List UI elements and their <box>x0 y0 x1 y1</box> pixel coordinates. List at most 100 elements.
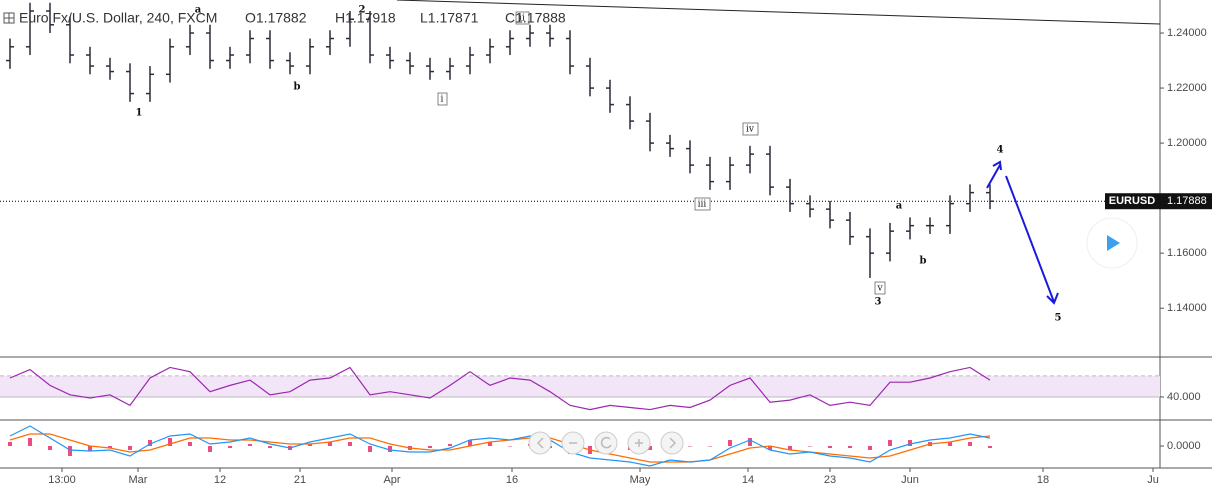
macd-histogram-bar <box>8 442 12 446</box>
trend-line <box>396 0 1161 25</box>
macd-histogram-bar <box>88 446 92 451</box>
macd-histogram-bar <box>108 446 112 448</box>
x-tick-label: 12 <box>214 474 226 486</box>
macd-histogram-bar <box>868 446 872 450</box>
price-label-bg <box>1160 193 1212 210</box>
macd-histogram-bar <box>488 442 492 446</box>
signal-line <box>9 433 991 463</box>
wave-labels: 1 a b 2 i ii iii iv v 3 a b 4 5 <box>136 5 1062 324</box>
ohlc-close: C1.17888 <box>505 10 566 26</box>
rsi-tick-label: 40.000 <box>1167 391 1201 403</box>
arrow-5 <box>1005 175 1055 303</box>
wave-box <box>694 197 711 211</box>
y-tick-label: 1.16000 <box>1167 247 1207 259</box>
wave-label: i <box>441 95 444 105</box>
symbol-label: EURUSD <box>1109 195 1156 207</box>
macd-histogram-bar <box>968 442 972 446</box>
macd-histogram-bar <box>248 444 252 446</box>
macd-histogram-bar <box>428 446 432 448</box>
x-tick-label: Apr <box>383 474 400 486</box>
macd-histogram-bar <box>28 438 32 446</box>
macd-histogram-bar <box>168 438 172 446</box>
play-button[interactable] <box>1086 217 1138 269</box>
rsi-line <box>9 366 991 411</box>
toolbar-icons <box>536 436 677 449</box>
macd-histogram-bar <box>388 446 392 452</box>
wave-label: a <box>195 5 202 16</box>
macd-histogram-bar <box>208 446 212 452</box>
macd-histogram-bar <box>948 442 952 446</box>
price-label: 1.17888 <box>1167 195 1207 207</box>
macd-histogram-bar <box>648 446 652 450</box>
macd-histogram-bar <box>228 446 232 448</box>
macd-histogram-bar <box>908 440 912 446</box>
scroll-right[interactable] <box>660 431 684 455</box>
symbol-label-bg <box>1105 193 1160 210</box>
macd-histogram-bar <box>788 446 792 450</box>
macd-histogram-bar <box>468 440 472 446</box>
macd-tick-label: 0.0000 <box>1167 440 1201 452</box>
wave-box <box>742 122 759 136</box>
x-tick-label: 16 <box>506 474 518 486</box>
wave-label: b <box>920 256 927 267</box>
macd-histogram-bar <box>448 444 452 446</box>
ohlc-high: H1.17918 <box>335 10 396 26</box>
ohlc-low: L1.17871 <box>420 10 479 26</box>
chart-title: Euro Fx/U.S. Dollar, 240, FXCM <box>19 10 217 26</box>
projection-arrows <box>986 160 1059 305</box>
y-tick-label: 1.14000 <box>1167 302 1207 314</box>
arrowhead <box>992 160 1002 171</box>
macd-line <box>9 425 991 467</box>
macd-histogram-bar <box>268 446 272 448</box>
macd-histogram-bar <box>688 446 692 447</box>
macd-histogram-bar <box>888 440 892 446</box>
rsi-band <box>0 375 1160 397</box>
wave-label: 5 <box>1055 313 1062 324</box>
wave-box <box>515 11 530 25</box>
y-tick-label: 1.20000 <box>1167 137 1207 149</box>
macd-histogram-bar <box>68 446 72 456</box>
x-tick-label: 14 <box>742 474 754 486</box>
ohlc-open: O1.17882 <box>245 10 307 26</box>
wave-label: 4 <box>997 145 1004 156</box>
play-icon <box>1107 235 1120 251</box>
macd-histogram-bar <box>368 446 372 452</box>
wave-label: 1 <box>136 108 143 119</box>
wave-boxes <box>437 11 886 295</box>
macd-histogram-bar <box>188 442 192 446</box>
x-tick-label: May <box>630 474 651 486</box>
arrow-4 <box>986 164 1001 189</box>
reset[interactable] <box>594 431 618 455</box>
wave-label: b <box>294 82 301 93</box>
macd-histogram-bar <box>808 446 812 447</box>
macd-histogram-bar <box>508 446 512 447</box>
wave-label: 3 <box>875 297 882 308</box>
macd-histogram-bar <box>708 446 712 447</box>
macd-histogram-bar <box>308 444 312 446</box>
x-tick-label: Ju <box>1147 474 1159 486</box>
macd-histogram-bar <box>728 440 732 446</box>
x-tick-label: 23 <box>824 474 836 486</box>
zoom-toolbar <box>528 431 684 455</box>
y-tick-label: 1.24000 <box>1167 27 1207 39</box>
macd-histogram-bar <box>768 446 772 450</box>
macd-histogram-bar <box>348 442 352 446</box>
macd-histogram-bar <box>128 446 132 450</box>
x-tick-label: Jun <box>901 474 919 486</box>
wave-label: iii <box>698 200 707 210</box>
scroll-left[interactable] <box>528 431 552 455</box>
wave-label: a <box>896 201 903 212</box>
x-tick-label: 21 <box>294 474 306 486</box>
wave-label: ii <box>519 14 525 24</box>
macd-histogram-bar <box>988 446 992 448</box>
macd-histogram-bar <box>848 446 852 448</box>
y-tick-label: 1.22000 <box>1167 82 1207 94</box>
wave-label: v <box>876 284 883 294</box>
wave-box <box>874 281 886 295</box>
x-tick-label: 13:00 <box>48 474 76 486</box>
arrowhead <box>1046 292 1059 305</box>
x-tick-label: 18 <box>1037 474 1049 486</box>
